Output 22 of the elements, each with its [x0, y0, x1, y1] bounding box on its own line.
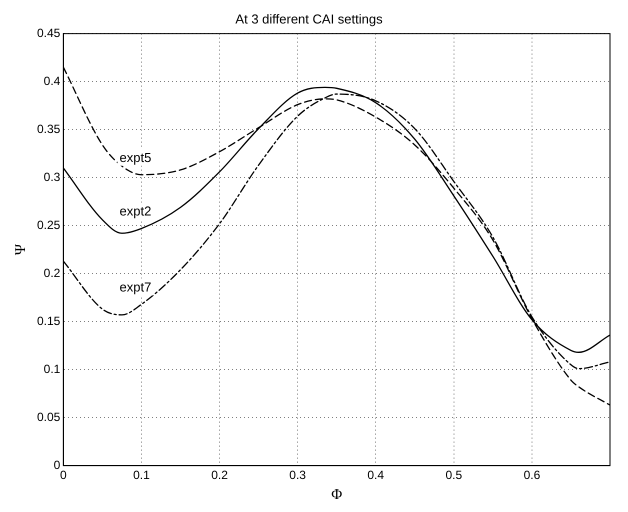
series-label: expt2	[120, 204, 152, 219]
y-tick-label: 0.4	[44, 74, 61, 88]
x-tick-label: 0.4	[367, 468, 384, 482]
y-tick-label: 0.1	[44, 362, 61, 376]
y-tick-label: 0.3	[44, 170, 61, 184]
y-tick-label: 0.25	[36, 218, 61, 232]
y-tick-label: 0.35	[36, 122, 61, 136]
series-label: expt5	[120, 150, 152, 165]
x-tick-label: 0.3	[289, 468, 306, 482]
x-tick-label: 0.6	[524, 468, 541, 482]
y-tick-label: 0.15	[36, 314, 61, 328]
series-label: expt7	[120, 279, 152, 294]
x-tick-label: 0.5	[445, 468, 462, 482]
x-axis-title: Φ	[331, 486, 342, 503]
x-tick-label: 0.2	[211, 468, 228, 482]
y-tick-label: 0.45	[36, 26, 61, 40]
y-tick-label: 0	[54, 458, 61, 472]
y-tick-label: 0.2	[44, 266, 61, 280]
x-tick-label: 0.1	[133, 468, 150, 482]
y-tick-label: 0.05	[36, 410, 61, 424]
chart-title: At 3 different CAI settings	[235, 11, 384, 26]
y-axis-title: Ψ	[12, 243, 29, 256]
